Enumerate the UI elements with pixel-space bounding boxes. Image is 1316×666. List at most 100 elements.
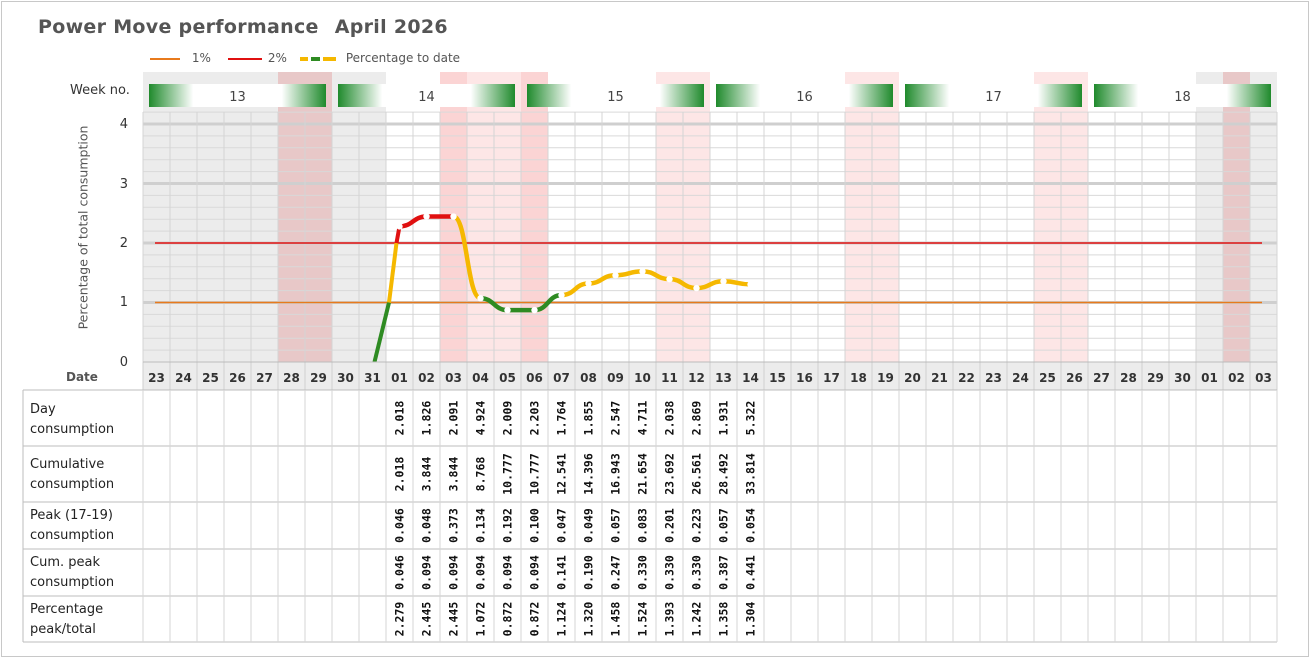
week-number-15: 15: [607, 90, 624, 105]
day-column-band: [332, 72, 359, 362]
table-cell-peak-consumption: 0.201: [663, 508, 677, 543]
table-cell-day-consumption: 1.931: [717, 401, 731, 436]
day-column-band: [251, 72, 278, 362]
day-column-band: [494, 72, 521, 362]
row-label-cum-peak-consumption: Cum. peak consumption: [30, 555, 115, 590]
table-cell-peak-consumption: 0.057: [717, 508, 731, 543]
week-bar-left: [338, 84, 383, 107]
date-tick-12: 04: [472, 371, 489, 385]
table-cell-day-consumption: 1.855: [582, 401, 596, 436]
table-cell-peak-consumption: 0.083: [636, 508, 650, 543]
series-point: [666, 275, 673, 283]
legend-item-1pct: 1%: [150, 51, 211, 65]
day-column-band: [548, 72, 575, 362]
day-column-band: [278, 72, 305, 362]
date-tick-14: 06: [526, 371, 543, 385]
y-tick-label: 0: [119, 355, 128, 370]
legend-swatch-2pct: [228, 57, 262, 60]
week-bar-left: [149, 84, 194, 107]
day-column-band: [980, 72, 1007, 362]
table-cell-day-consumption: 4.924: [474, 401, 488, 436]
date-tick-19: 11: [661, 371, 678, 385]
table-cell-percentage-peak-total: 1.304: [744, 602, 758, 637]
table-cell-peak-consumption: 0.223: [690, 508, 704, 543]
date-tick-26: 18: [850, 371, 867, 385]
week-bar-right: [470, 84, 515, 107]
day-column-band: [1250, 72, 1277, 362]
day-column-band: [1088, 72, 1115, 362]
series-point: [423, 213, 430, 220]
day-column-band: [1115, 72, 1142, 362]
table-cell-percentage-peak-total: 2.445: [447, 602, 461, 637]
day-column-band: [386, 72, 413, 362]
date-tick-15: 07: [553, 371, 570, 385]
table-cell-peak-consumption: 0.054: [744, 508, 758, 543]
table-cell-cumulative-consumption: 3.844: [447, 457, 461, 492]
table-cell-percentage-peak-total: 1.358: [717, 602, 731, 637]
page-title: Power Move performance April 2026: [38, 16, 448, 38]
chart-title: Power Move performance: [38, 16, 319, 38]
table-cell-day-consumption: 2.038: [663, 401, 677, 436]
date-tick-40: 02: [1228, 371, 1245, 385]
date-tick-33: 25: [1039, 371, 1056, 385]
date-tick-7: 30: [337, 371, 354, 385]
series-point: [693, 284, 700, 292]
table-cell-percentage-peak-total: 0.872: [501, 602, 515, 637]
table-cell-cum-peak-consumption: 0.046: [393, 555, 407, 590]
table-cell-cumulative-consumption: 26.561: [690, 453, 704, 495]
legend-swatch-percentage: [300, 56, 336, 61]
week-bar-right: [1226, 84, 1271, 107]
date-tick-0: 23: [148, 371, 165, 385]
day-column-band: [1034, 72, 1061, 362]
week-bar-left: [716, 84, 761, 107]
week-bar-right: [1037, 84, 1082, 107]
date-tick-9: 01: [391, 371, 408, 385]
legend-swatch-1pct: [150, 57, 180, 60]
table-cell-cum-peak-consumption: 0.094: [420, 555, 434, 590]
table-cell-cum-peak-consumption: 0.387: [717, 555, 731, 590]
table-cell-cum-peak-consumption: 0.141: [555, 555, 569, 590]
row-label-day-consumption: Day consumption: [30, 402, 115, 437]
series-line-segment: [451, 214, 483, 301]
table-cell-percentage-peak-total: 2.445: [420, 602, 434, 637]
date-tick-3: 26: [229, 371, 246, 385]
table-cell-day-consumption: 1.826: [420, 401, 434, 436]
table-cell-cum-peak-consumption: 0.094: [501, 555, 515, 590]
table-cell-day-consumption: 2.009: [501, 401, 515, 436]
date-tick-17: 09: [607, 371, 624, 385]
date-tick-24: 16: [796, 371, 813, 385]
series-point: [720, 277, 727, 285]
series-point: [612, 272, 619, 279]
date-tick-4: 27: [256, 371, 273, 385]
date-tick-2: 25: [202, 371, 219, 385]
day-column-band: [764, 72, 791, 362]
table-cell-day-consumption: 2.091: [447, 401, 461, 436]
day-column-band: [845, 72, 872, 362]
week-number-14: 14: [418, 90, 435, 105]
week-bar-right: [281, 84, 326, 107]
legend-label-2pct: 2%: [267, 51, 287, 65]
date-tick-35: 27: [1093, 371, 1110, 385]
table-cell-cum-peak-consumption: 0.247: [609, 555, 623, 590]
table-cell-cum-peak-consumption: 0.330: [690, 555, 704, 590]
row-label-cumulative-consumption: Cumulative consumption: [30, 457, 115, 492]
table-cell-day-consumption: 4.711: [636, 401, 650, 436]
table-cell-percentage-peak-total: 1.072: [474, 602, 488, 637]
date-tick-16: 08: [580, 371, 597, 385]
day-column-band: [656, 72, 683, 362]
table-cell-cum-peak-consumption: 0.094: [528, 555, 542, 590]
date-tick-25: 17: [823, 371, 840, 385]
day-column-band: [1169, 72, 1196, 362]
day-column-band: [305, 72, 332, 362]
day-column-band: [1007, 72, 1034, 362]
table-cell-cum-peak-consumption: 0.441: [744, 555, 758, 590]
series-point: [558, 291, 565, 299]
date-tick-38: 30: [1174, 371, 1191, 385]
date-tick-23: 15: [769, 371, 786, 385]
date-tick-37: 29: [1147, 371, 1164, 385]
table-cell-cum-peak-consumption: 0.094: [474, 555, 488, 590]
date-tick-36: 28: [1120, 371, 1137, 385]
day-column-band: [602, 72, 629, 362]
week-number-13: 13: [229, 90, 246, 105]
